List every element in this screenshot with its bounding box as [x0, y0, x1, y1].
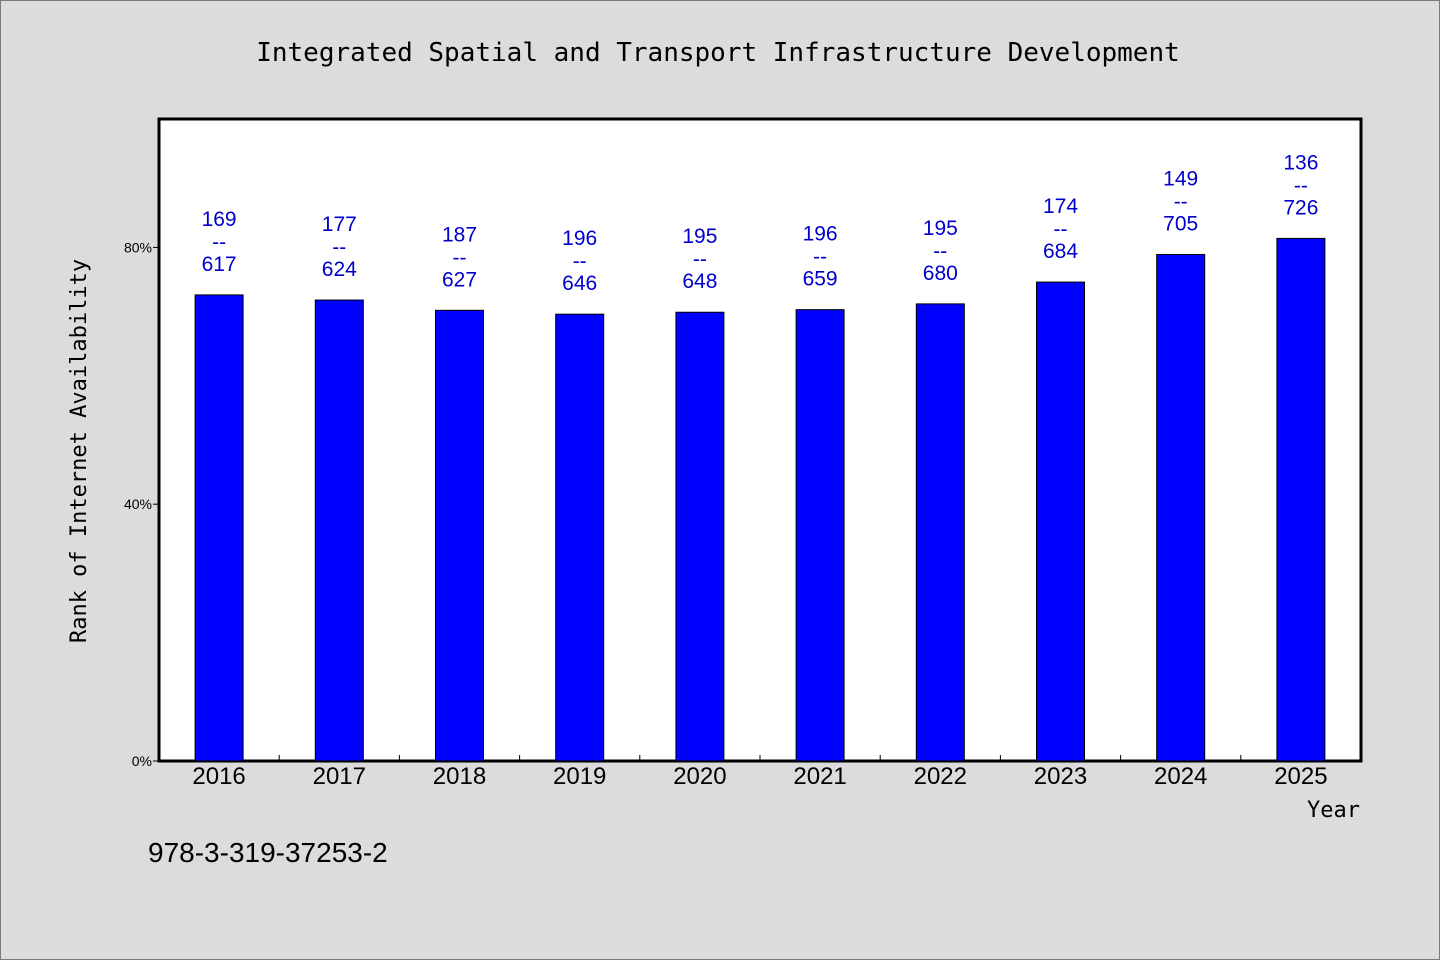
x-tick-label: 2019 — [553, 763, 606, 790]
chart-title: Integrated Spatial and Transport Infrast… — [256, 38, 1180, 68]
data-label: -- — [813, 246, 827, 269]
data-label: 196 — [803, 223, 838, 246]
data-label: 648 — [682, 270, 717, 293]
y-tick-label: 0% — [132, 753, 152, 769]
data-label: 659 — [803, 268, 838, 291]
data-label: -- — [332, 236, 346, 259]
data-label: -- — [453, 246, 467, 269]
bar — [1036, 281, 1085, 762]
data-label: 684 — [1043, 240, 1078, 263]
data-label: 169 — [202, 208, 237, 231]
y-axis: 0% 40% 80% — [124, 239, 159, 769]
bar — [795, 309, 845, 762]
data-label: 195 — [682, 225, 717, 248]
data-label: 646 — [562, 272, 597, 295]
bar — [1156, 253, 1206, 762]
bar — [435, 309, 484, 762]
bar — [915, 303, 965, 762]
data-label: -- — [1174, 190, 1188, 213]
data-label: 174 — [1043, 195, 1078, 218]
y-axis-title: Rank of Internet Availability — [67, 259, 92, 643]
bar — [314, 299, 364, 762]
data-label: 617 — [202, 253, 237, 276]
x-axis: 2016 2017 2018 2019 2020 2021 2022 2023 2024 2025 — [192, 755, 1328, 790]
x-tick-label: 2017 — [313, 763, 366, 790]
data-label: -- — [212, 231, 226, 254]
data-label: 705 — [1163, 212, 1198, 235]
bar — [194, 294, 244, 762]
x-tick-label: 2024 — [1154, 763, 1207, 790]
data-label: 726 — [1283, 196, 1318, 219]
data-label: 149 — [1163, 167, 1198, 190]
y-tick-label: 80% — [124, 239, 152, 255]
bar — [675, 311, 725, 762]
data-label: -- — [1054, 218, 1068, 241]
x-tick-label: 2018 — [433, 763, 486, 790]
data-label: 136 — [1283, 151, 1318, 174]
data-label: 177 — [322, 213, 357, 236]
bar — [1276, 237, 1326, 762]
x-axis-title: Year — [1307, 798, 1360, 823]
y-tick-label: 40% — [124, 496, 152, 512]
x-tick-label: 2020 — [673, 763, 726, 790]
data-labels: 169--617177--624187--627196--646195--648… — [202, 151, 1319, 295]
data-label: -- — [573, 250, 587, 273]
x-tick-label: 2022 — [914, 763, 967, 790]
data-label: 624 — [322, 258, 357, 281]
data-label: -- — [933, 240, 947, 263]
x-tick-label: 2023 — [1034, 763, 1087, 790]
bars — [194, 237, 1326, 762]
data-label: -- — [1294, 174, 1308, 197]
isbn-text: 978-3-319-37253-2 — [148, 837, 388, 868]
x-tick-label: 2016 — [192, 763, 245, 790]
x-tick-label: 2021 — [793, 763, 846, 790]
data-label: 196 — [562, 227, 597, 250]
bar — [555, 313, 605, 762]
data-label: 627 — [442, 268, 477, 291]
data-label: 187 — [442, 223, 477, 246]
data-label: 680 — [923, 262, 958, 285]
data-label: 195 — [923, 217, 958, 240]
data-label: -- — [693, 248, 707, 271]
x-tick-label: 2025 — [1274, 763, 1327, 790]
